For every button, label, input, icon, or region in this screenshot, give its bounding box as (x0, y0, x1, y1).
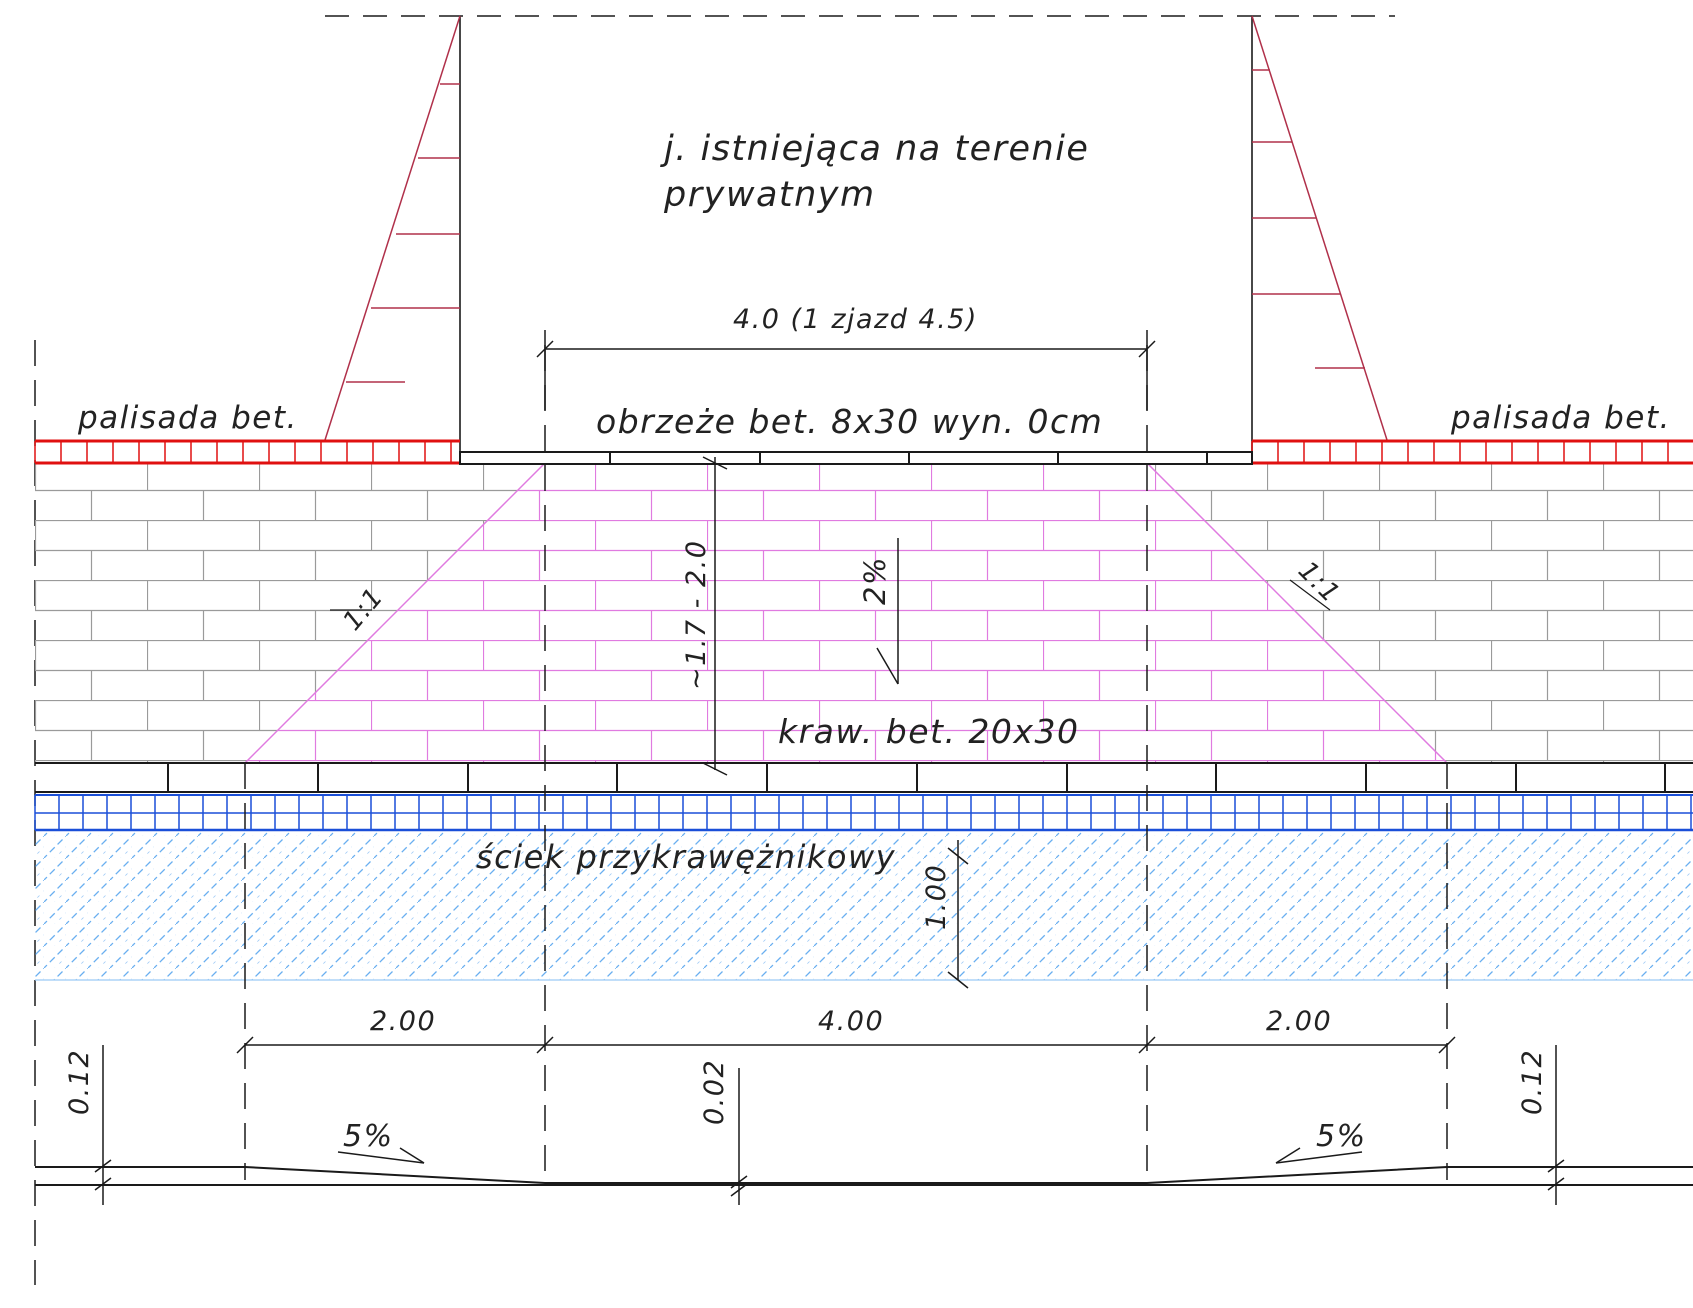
dimension-pavement-depth (702, 456, 728, 776)
border-curb-blocks (459, 451, 1253, 465)
private-road-label-line1: j. istniejąca na terenie (660, 129, 1089, 169)
height-markers (94, 1045, 1565, 1205)
dimension-center-label: 4.00 (818, 1006, 884, 1037)
palisade-right-label: palisada bet. (1450, 400, 1671, 436)
gutter-blocks (34, 794, 1693, 832)
palisade-left-label: palisada bet. (77, 400, 298, 436)
dimension-left-label: 2.00 (370, 1006, 436, 1037)
grade-arrow-left-icon (337, 1147, 425, 1164)
dimension-chain-bottom (236, 1036, 1456, 1054)
pavement-slope-label: 2% (858, 556, 892, 605)
grade-left-label: 5% (343, 1119, 394, 1154)
palisade-right-blocks (1251, 439, 1693, 465)
dashed-guide-lines (244, 345, 1448, 1180)
dimension-entrance-width (536, 330, 1156, 410)
longitudinal-profile (35, 1166, 1693, 1186)
palisade-left-blocks (34, 439, 460, 465)
entrance-width-label: 4.0 (1 zjazd 4.5) (733, 304, 978, 335)
height-left-label: 0.12 (64, 1049, 95, 1115)
height-center-label: 0.02 (699, 1059, 730, 1125)
private-road-label-line2: prywatnym (663, 175, 876, 215)
embankment-left (324, 15, 461, 441)
pavement-depth-label: ~1.7 - 2.0 (681, 540, 712, 690)
gutter-label: ściek przykrawężnikowy (476, 838, 896, 876)
roadway-hatched (35, 832, 1693, 980)
dimension-right-label: 2.00 (1266, 1006, 1332, 1037)
road-curb-label: kraw. bet. 20x30 (778, 712, 1079, 751)
height-right-label: 0.12 (1517, 1049, 1548, 1115)
slope-arrow-icon (876, 538, 899, 685)
dimension-gutter-width (947, 840, 969, 989)
border-curb-label: obrzeże bet. 8x30 wyn. 0cm (596, 402, 1103, 441)
embankment-right (1251, 15, 1388, 441)
gutter-width-label: 1.00 (921, 864, 952, 930)
grade-arrow-right-icon (1275, 1147, 1363, 1164)
road-curb-blocks (35, 762, 1693, 793)
grade-right-label: 5% (1316, 1119, 1367, 1154)
